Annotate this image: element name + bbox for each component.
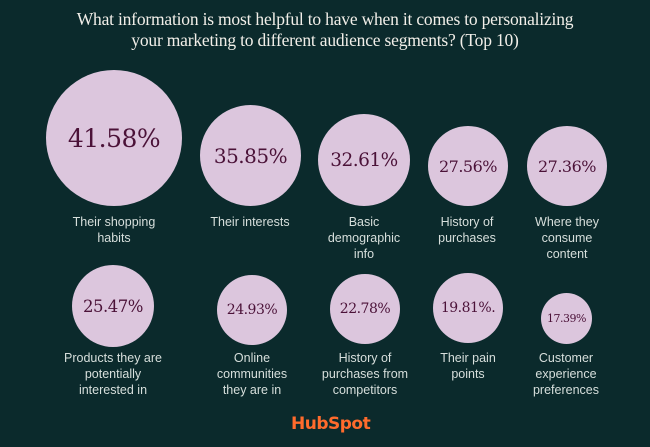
bubble-purchase-history: 27.56% bbox=[428, 126, 508, 206]
bubble-content-consumption: 27.36% bbox=[527, 126, 607, 206]
bubble-online-communities: 24.93% bbox=[217, 275, 287, 345]
bubble-label: Their pain points bbox=[440, 351, 496, 381]
bubble-value: 17.39% bbox=[547, 312, 586, 325]
bubble-value: 24.93% bbox=[226, 302, 278, 318]
bubble-value: 41.58% bbox=[67, 123, 161, 153]
bubble-interests: 35.85% bbox=[200, 105, 301, 206]
bubble-potential-products: 25.47% bbox=[72, 265, 154, 347]
bubble-label: History of purchases from competitors bbox=[321, 351, 409, 397]
bubble-cx-preferences: 17.39% bbox=[541, 293, 592, 344]
bubble-label: Customer experience preferences bbox=[532, 351, 599, 397]
bubble-label: Where they consume content bbox=[535, 215, 599, 261]
chart-title: What information is most helpful to have… bbox=[0, 9, 650, 51]
bubble-value: 35.85% bbox=[213, 143, 288, 168]
chart-title-line-2: your marketing to different audience seg… bbox=[131, 30, 519, 50]
bubble-value: 27.36% bbox=[537, 156, 597, 176]
bubble-value: 22.78% bbox=[339, 301, 391, 317]
chart-title-line-1: What information is most helpful to have… bbox=[76, 9, 574, 29]
bubble-label: Basic demographic info bbox=[327, 215, 401, 261]
bubble-value: 25.47% bbox=[83, 296, 143, 316]
hubspot-logo: HubSpot bbox=[291, 414, 371, 434]
bubble-value: 27.56% bbox=[438, 156, 498, 176]
bubble-label: Products they are potentially interested… bbox=[64, 351, 162, 397]
bubble-label: Their shopping habits bbox=[72, 215, 156, 245]
bubble-competitor-purchases: 22.78% bbox=[330, 274, 400, 344]
bubble-demographic: 32.61% bbox=[318, 114, 410, 206]
bubble-label: Online communities they are in bbox=[216, 351, 288, 397]
bubble-pain-points: 19.81%. bbox=[433, 273, 503, 343]
bubble-label: History of purchases bbox=[438, 215, 496, 245]
bubble-value: 32.61% bbox=[330, 149, 398, 171]
bubble-value: 19.81%. bbox=[440, 300, 496, 316]
bubble-shopping-habits: 41.58% bbox=[46, 70, 182, 206]
bubble-label: Their interests bbox=[210, 215, 290, 229]
